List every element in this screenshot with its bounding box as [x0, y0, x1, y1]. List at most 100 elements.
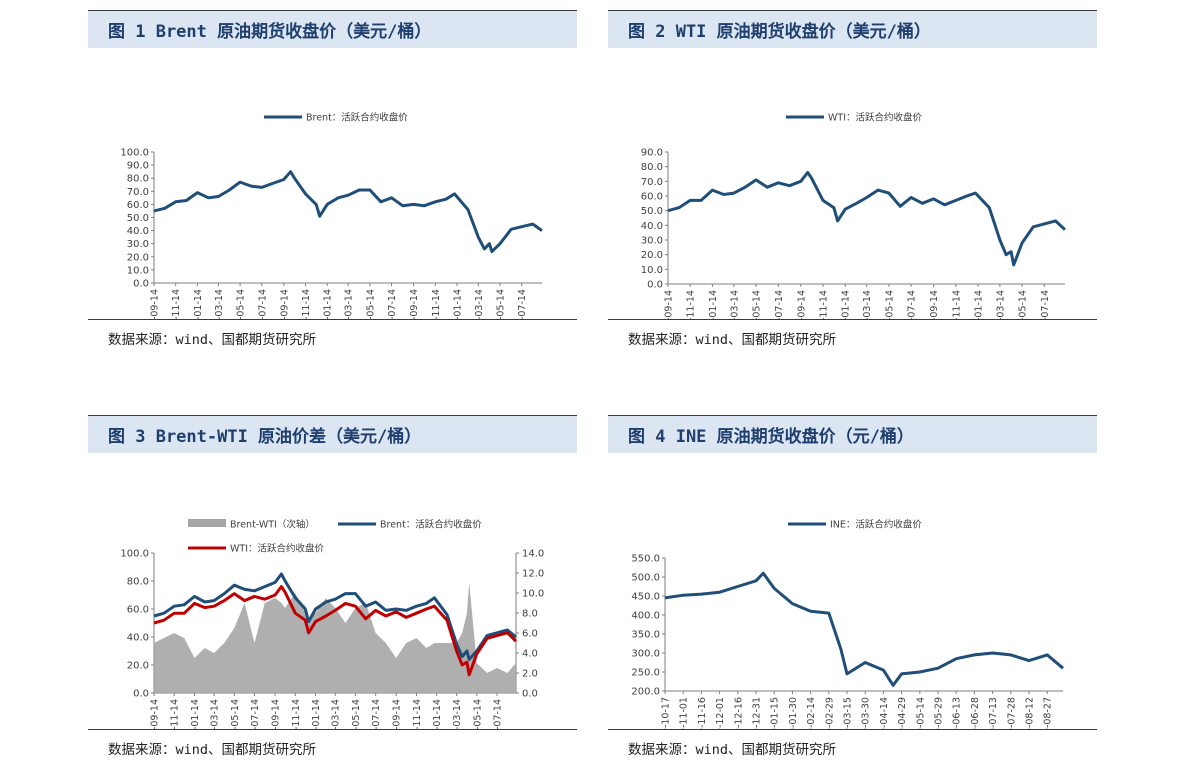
legend-swatch — [188, 519, 226, 527]
legend-label: WTI：活跃合约收盘价 — [230, 543, 324, 555]
chart-header: 图 2 WTI 原油期货收盘价（美元/桶） — [608, 10, 1097, 48]
x-tick-label: 2018-07-14 — [257, 289, 268, 319]
chart-title: 图 3 Brent-WTI 原油价差（美元/桶） — [108, 427, 422, 447]
x-tick-label: 2020-03-30 — [861, 697, 872, 729]
y-tick-label: 20.0 — [641, 250, 663, 261]
x-tick-label: 2019-03-14 — [331, 699, 342, 729]
y-tick-label: 500.0 — [631, 573, 660, 584]
x-tick-label: 2019-07-14 — [371, 699, 382, 729]
x-tick-label: 2018-09-14 — [271, 699, 282, 729]
chart-panel-spread: 图 3 Brent-WTI 原油价差（美元/桶） Brent-WTI（次轴） Br… — [88, 415, 577, 758]
x-tick-label: 2019-01-14 — [323, 289, 334, 319]
x-tick-label: 2019-01-14 — [841, 290, 852, 319]
y-tick-label: 0.0 — [647, 280, 663, 291]
x-tick-label: 2019-12-31 — [752, 697, 763, 729]
x-tick-label: 2018-09-14 — [796, 290, 807, 319]
y-tick-label: 100.0 — [120, 549, 149, 560]
x-tick-label: 2020-01-30 — [788, 697, 799, 729]
y-tick-label: 60.0 — [127, 605, 149, 616]
x-tick-label: 2020-08-12 — [1025, 697, 1036, 729]
x-tick-label: 2017-11-14 — [171, 289, 182, 319]
chart-title: 图 2 WTI 原油期货收盘价（美元/桶） — [628, 22, 931, 42]
x-tick-label: 2019-11-16 — [697, 697, 708, 729]
x-tick-label: 2020-04-29 — [897, 697, 908, 729]
series-line-2 — [153, 585, 518, 677]
series-line-0 — [667, 171, 1067, 267]
x-tick-label: 2018-05-14 — [752, 290, 763, 319]
chart-title: 图 4 INE 原油期货收盘价（元/桶） — [628, 427, 914, 447]
chart-header: 图 4 INE 原油期货收盘价（元/桶） — [608, 415, 1097, 453]
x-tick-label: 2019-11-14 — [431, 289, 442, 319]
x-tick-label: 2018-07-14 — [774, 290, 785, 319]
x-tick-label: 2018-11-14 — [819, 290, 830, 319]
y-tick-label: 450.0 — [631, 592, 660, 603]
y-tick-label: 40.0 — [641, 221, 663, 232]
x-tick-label: 2019-07-14 — [387, 289, 398, 319]
source-note: 数据来源：wind、国都期货研究所 — [608, 319, 1097, 348]
chart-title: 图 1 Brent 原油期货收盘价（美元/桶） — [108, 22, 432, 42]
x-tick-label: 2020-03-14 — [995, 290, 1006, 319]
chart-plot-area: INE：活跃合约收盘价 200.0 250.0 300.0 350.0 400.0 450.… — [608, 453, 1097, 729]
ine-line-chart: INE：活跃合约收盘价 200.0 250.0 300.0 350.0 400.0 450.… — [631, 519, 1064, 729]
y-tick-label: 80.0 — [127, 577, 149, 588]
x-tick-label: 2019-09-14 — [929, 290, 940, 319]
spread-area-series — [154, 583, 516, 693]
x-tick-label: 2019-05-14 — [365, 289, 376, 319]
x-tick-label: 2019-01-14 — [311, 699, 322, 729]
x-tick-label: 2020-07-13 — [988, 697, 999, 729]
x-tick-label: 2019-07-14 — [907, 290, 918, 319]
legend-label: WTI：活跃合约收盘价 — [828, 112, 922, 124]
x-tick-label: 2020-02-29 — [824, 697, 835, 729]
x-tick-label: 2018-05-14 — [230, 699, 241, 729]
y-tick-label: 70.0 — [127, 187, 149, 198]
y2-tick-label: 12.0 — [522, 569, 544, 580]
x-tick-label: 2020-01-14 — [453, 289, 464, 319]
x-tick-label: 2018-07-14 — [250, 699, 261, 729]
x-tick-label: 2020-04-14 — [879, 697, 890, 729]
chart-plot-area: Brent：活跃合约收盘价 0.0 10.0 20.0 30.0 40.0 50.0 60.0… — [88, 48, 577, 319]
chart-header: 图 3 Brent-WTI 原油价差（美元/桶） — [88, 415, 577, 453]
y-tick-label: 70.0 — [641, 177, 663, 188]
y-tick-label: 40.0 — [127, 633, 149, 644]
y-tick-label: 40.0 — [127, 226, 149, 237]
x-tick-label: 2020-07-28 — [1006, 697, 1017, 729]
legend-label: Brent：活跃合约收盘价 — [380, 519, 482, 531]
legend-label: INE：活跃合约收盘价 — [830, 519, 922, 531]
x-tick-label: 2018-03-14 — [729, 290, 740, 319]
y-tick-label: 300.0 — [631, 649, 660, 660]
x-tick-label: 2020-03-14 — [452, 699, 463, 729]
y-tick-label: 50.0 — [127, 213, 149, 224]
chart-header: 图 1 Brent 原油期货收盘价（美元/桶） — [88, 10, 577, 48]
x-tick-label: 2018-05-14 — [236, 289, 247, 319]
y-tick-label: 90.0 — [641, 148, 663, 159]
x-tick-label: 2020-05-14 — [1018, 290, 1029, 319]
source-note: 数据来源：wind、国都期货研究所 — [88, 319, 577, 348]
x-tick-label: 2020-01-14 — [432, 699, 443, 729]
x-tick-label: 2019-11-14 — [412, 699, 423, 729]
brent-line-chart: Brent：活跃合约收盘价 0.0 10.0 20.0 30.0 40.0 50.0 60.0… — [120, 112, 543, 319]
x-tick-label: 2018-11-14 — [301, 289, 312, 319]
chart-panel-ine: 图 4 INE 原油期货收盘价（元/桶） INE：活跃合约收盘价 200.0 250… — [608, 415, 1097, 758]
source-note: 数据来源：wind、国都期货研究所 — [608, 729, 1097, 758]
y-tick-label: 30.0 — [641, 236, 663, 247]
y-tick-label: 30.0 — [127, 239, 149, 250]
x-tick-label: 2020-05-14 — [915, 697, 926, 729]
x-tick-label: 2019-03-14 — [344, 289, 355, 319]
y-tick-label: 60.0 — [641, 192, 663, 203]
x-tick-label: 2017-09-14 — [150, 289, 161, 319]
chart-panel-brent: 图 1 Brent 原油期货收盘价（美元/桶） Brent：活跃合约收盘价 0.0… — [88, 10, 577, 348]
x-tick-label: 2020-08-27 — [1043, 697, 1054, 729]
y2-tick-label: 2.0 — [522, 669, 538, 680]
x-tick-label: 2019-11-14 — [951, 290, 962, 319]
x-tick-label: 2017-09-14 — [664, 290, 675, 319]
y-tick-label: 80.0 — [127, 174, 149, 185]
series-line-0 — [153, 170, 543, 254]
chart-panel-wti: 图 2 WTI 原油期货收盘价（美元/桶） WTI：活跃合约收盘价 0.0 10.0… — [608, 10, 1097, 348]
spread-combo-chart: Brent-WTI（次轴） Brent：活跃合约收盘价 WTI：活跃合约收盘价 0.0… — [120, 519, 544, 730]
x-tick-label: 2018-11-14 — [291, 699, 302, 729]
x-tick-label: 2018-09-14 — [279, 289, 290, 319]
y-tick-label: 0.0 — [133, 689, 149, 700]
x-tick-label: 2018-01-14 — [190, 699, 201, 729]
x-tick-label: 2019-12-16 — [733, 697, 744, 729]
x-tick-label: 2020-06-13 — [952, 697, 963, 729]
